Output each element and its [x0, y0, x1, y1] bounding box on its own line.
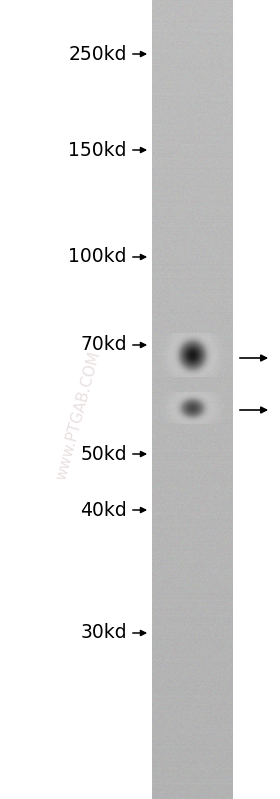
Text: 40kd: 40kd — [80, 500, 127, 519]
Text: 50kd: 50kd — [80, 444, 127, 463]
Text: www.PTGAB.COM: www.PTGAB.COM — [54, 349, 103, 482]
Text: 30kd: 30kd — [80, 623, 127, 642]
Text: 100kd: 100kd — [69, 248, 127, 267]
Text: 70kd: 70kd — [80, 336, 127, 355]
Text: 250kd: 250kd — [69, 45, 127, 63]
Text: 150kd: 150kd — [69, 141, 127, 160]
